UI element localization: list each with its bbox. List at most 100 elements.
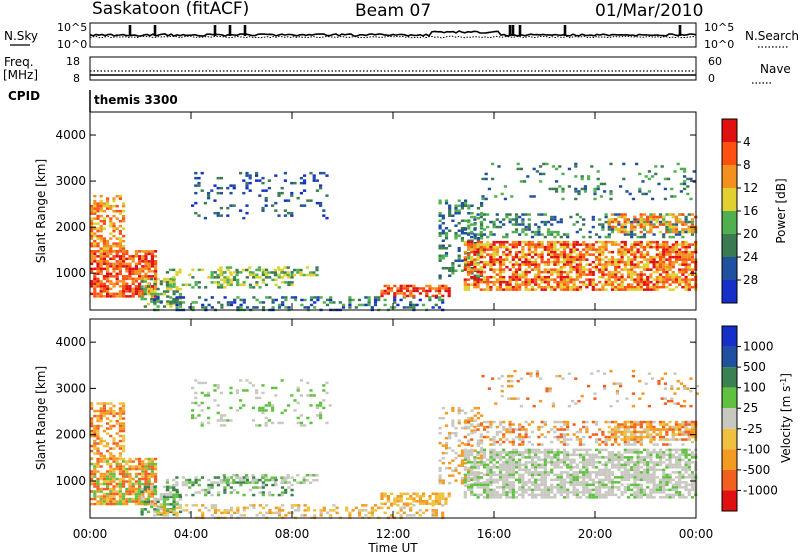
backscatter-cell — [560, 268, 563, 271]
backscatter-cell — [144, 268, 147, 271]
backscatter-cell — [518, 486, 521, 489]
backscatter-cell — [640, 491, 643, 494]
backscatter-cell — [573, 486, 576, 489]
backscatter-cell — [441, 295, 444, 298]
backscatter-cell — [552, 188, 555, 191]
backscatter-cell — [109, 488, 112, 491]
backscatter-cell — [210, 189, 213, 192]
backscatter-cell — [653, 278, 656, 281]
backscatter-cell — [646, 456, 649, 459]
backscatter-cell — [560, 476, 563, 479]
backscatter-cell — [274, 274, 277, 277]
backscatter-cell — [646, 216, 649, 219]
backscatter-cell — [646, 263, 649, 266]
backscatter-cell — [219, 271, 222, 274]
backscatter-cell — [502, 241, 505, 244]
backscatter-cell — [109, 463, 112, 466]
backscatter-cell — [483, 271, 486, 274]
backscatter-cell — [313, 509, 316, 512]
backscatter-cell — [576, 268, 579, 271]
backscatter-cell — [461, 459, 464, 462]
backscatter-cell — [534, 461, 537, 464]
backscatter-cell — [605, 241, 608, 244]
backscatter-cell — [125, 270, 128, 273]
backscatter-cell — [627, 288, 630, 291]
backscatter-cell — [537, 226, 540, 229]
backscatter-cell — [669, 464, 672, 467]
backscatter-cell — [640, 223, 643, 226]
backscatter-cell — [93, 452, 96, 455]
backscatter-cell — [637, 273, 640, 276]
backscatter-cell — [560, 278, 563, 281]
backscatter-cell — [432, 306, 435, 309]
backscatter-cell — [656, 276, 659, 279]
backscatter-cell — [112, 225, 115, 228]
backscatter-cell — [541, 221, 544, 224]
backscatter-cell — [665, 243, 668, 246]
backscatter-cell — [220, 279, 223, 282]
backscatter-cell — [525, 276, 528, 279]
backscatter-cell — [116, 263, 119, 266]
backscatter-cell — [135, 288, 138, 291]
backscatter-cell — [173, 293, 176, 296]
backscatter-cell — [502, 263, 505, 266]
backscatter-cell — [499, 486, 502, 489]
backscatter-cell — [464, 484, 467, 487]
backscatter-cell — [176, 507, 179, 510]
backscatter-cell — [646, 253, 649, 256]
backscatter-cell — [553, 486, 556, 489]
backscatter-cell — [683, 170, 686, 173]
backscatter-cell — [278, 274, 281, 277]
backscatter-cell — [116, 205, 119, 208]
backscatter-cell — [525, 456, 528, 459]
backscatter-cell — [467, 456, 470, 459]
backscatter-cell — [566, 261, 569, 264]
backscatter-cell — [566, 496, 569, 499]
backscatter-cell — [528, 454, 531, 457]
backscatter-cell — [258, 179, 261, 182]
backscatter-cell — [609, 190, 612, 193]
backscatter-cell — [569, 459, 572, 462]
backscatter-cell — [153, 504, 156, 507]
backscatter-cell — [157, 293, 160, 296]
backscatter-cell — [557, 261, 560, 264]
backscatter-cell — [640, 474, 643, 477]
backscatter-cell — [144, 263, 147, 266]
backscatter-cell — [509, 476, 512, 479]
backscatter-cell — [300, 414, 303, 417]
backscatter-cell — [100, 478, 103, 481]
backscatter-cell — [681, 268, 684, 271]
backscatter-cell — [515, 273, 518, 276]
backscatter-cell — [226, 479, 229, 482]
backscatter-cell — [525, 281, 528, 284]
backscatter-cell — [553, 464, 556, 467]
backscatter-cell — [198, 509, 201, 512]
backscatter-cell — [106, 200, 109, 203]
backscatter-cell — [633, 461, 636, 464]
backscatter-cell — [601, 486, 604, 489]
backscatter-cell — [300, 422, 303, 425]
backscatter-cell — [473, 476, 476, 479]
backscatter-cell — [557, 489, 560, 492]
backscatter-cell — [614, 258, 617, 261]
backscatter-cell — [633, 273, 636, 276]
backscatter-cell — [502, 474, 505, 477]
backscatter-cell — [364, 504, 367, 507]
backscatter-cell — [493, 456, 496, 459]
backscatter-cell — [675, 248, 678, 251]
backscatter-cell — [537, 268, 540, 271]
backscatter-cell — [467, 227, 470, 230]
backscatter-cell — [621, 268, 624, 271]
backscatter-cell — [428, 498, 431, 501]
backscatter-cell — [109, 500, 112, 503]
backscatter-cell — [448, 215, 451, 218]
backscatter-cell — [665, 266, 668, 269]
backscatter-cell — [486, 246, 489, 249]
backscatter-cell — [512, 461, 515, 464]
backscatter-cell — [229, 204, 232, 207]
backscatter-cell — [229, 266, 232, 269]
backscatter-cell — [525, 451, 528, 454]
backscatter-cell — [290, 182, 293, 185]
backscatter-cell — [400, 292, 403, 295]
backscatter-cell — [288, 306, 291, 309]
